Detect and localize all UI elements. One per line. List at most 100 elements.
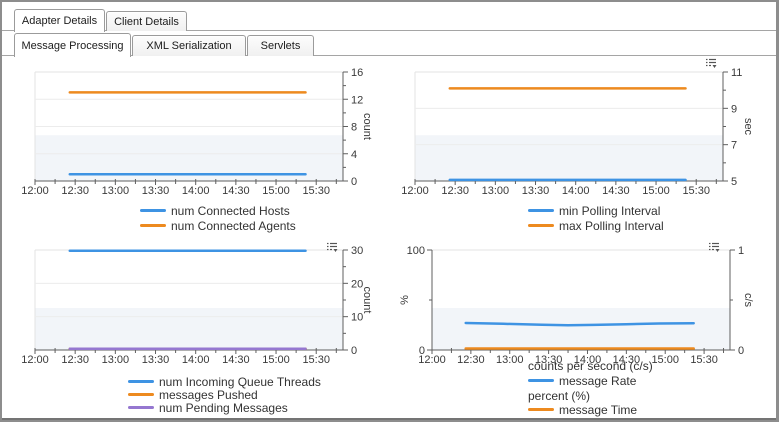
svg-text:30: 30 xyxy=(351,245,363,257)
legend-label: max Polling Interval xyxy=(559,218,664,233)
svg-text:10: 10 xyxy=(351,312,363,324)
svg-text:13:30: 13:30 xyxy=(142,185,170,197)
svg-text:0: 0 xyxy=(738,345,744,357)
svg-text:12:30: 12:30 xyxy=(61,354,89,366)
y-axis-title: % xyxy=(399,295,411,305)
legend-unit-header: percent (%) xyxy=(528,388,591,403)
y-axis-right: 0 4 8 12 16 count xyxy=(342,67,373,188)
svg-text:13:00: 13:00 xyxy=(102,354,130,366)
svg-text:12:30: 12:30 xyxy=(61,185,89,197)
tab-servlets[interactable]: Servlets xyxy=(247,35,314,56)
svg-text:12:00: 12:00 xyxy=(418,354,446,366)
legend-swatch xyxy=(128,380,154,383)
tab-adapter-details[interactable]: Adapter Details xyxy=(14,9,105,32)
x-axis: 12:00 12:30 13:00 13:30 14:00 14:30 15:00 15:30 xyxy=(401,179,723,197)
svg-text:13:30: 13:30 xyxy=(535,354,563,366)
svg-text:14:30: 14:30 xyxy=(222,185,250,197)
legend-swatch xyxy=(128,393,154,396)
svg-text:12:30: 12:30 xyxy=(441,185,469,197)
legend-item[interactable]: num Connected Agents xyxy=(140,218,296,233)
series-line-message-rate xyxy=(464,321,695,327)
x-axis: 12:00 12:30 13:00 13:30 14:00 14:30 15:00 15:30 xyxy=(21,179,343,197)
y-axis-left: 0 100% xyxy=(399,245,433,357)
y-axis-right: 0 10 20 30 count xyxy=(342,245,373,357)
legend-item[interactable]: min Polling Interval xyxy=(528,203,661,218)
legend-swatch xyxy=(528,224,554,227)
plot-band xyxy=(35,308,343,350)
legend-label: num Connected Agents xyxy=(171,218,296,233)
svg-text:14:00: 14:00 xyxy=(574,354,602,366)
svg-text:13:00: 13:00 xyxy=(496,354,524,366)
svg-text:7: 7 xyxy=(731,140,737,152)
svg-text:5: 5 xyxy=(731,176,737,188)
legend-item[interactable]: message Time xyxy=(528,402,638,417)
tab-label: Message Processing xyxy=(21,39,124,52)
chart-polling-interval: 12:00 12:30 13:00 13:30 14:00 14:30 15:00 15:30… xyxy=(401,58,754,197)
svg-text:12:00: 12:00 xyxy=(21,354,49,366)
svg-text:20: 20 xyxy=(351,278,363,290)
svg-text:13:00: 13:00 xyxy=(482,185,510,197)
legend-label: min Polling Interval xyxy=(559,203,661,218)
svg-text:16: 16 xyxy=(351,67,363,79)
svg-text:15:00: 15:00 xyxy=(651,354,679,366)
svg-text:11: 11 xyxy=(731,67,742,79)
tab-label: XML Serialization xyxy=(146,40,232,52)
svg-text:15:30: 15:30 xyxy=(682,185,710,197)
svg-text:8: 8 xyxy=(351,122,357,134)
svg-text:0: 0 xyxy=(419,345,425,357)
svg-text:15:00: 15:00 xyxy=(262,185,290,197)
svg-text:14:30: 14:30 xyxy=(613,354,641,366)
svg-text:1: 1 xyxy=(738,245,744,257)
svg-text:15:30: 15:30 xyxy=(302,354,330,366)
chart-menu-icon[interactable] xyxy=(706,58,717,69)
svg-text:9: 9 xyxy=(731,103,737,115)
tab-xml-serialization[interactable]: XML Serialization xyxy=(132,35,246,56)
y-axis-title: count xyxy=(361,113,373,140)
outer-tab-strip-line xyxy=(2,30,776,31)
chart-connected-hosts-agents: 12:00 12:30 13:00 13:30 14:00 14:30 15:00 15:30… xyxy=(21,67,373,197)
legend-label: num Incoming Queue Threads xyxy=(159,374,321,389)
y-axis-title: c/s xyxy=(742,293,754,308)
legend-label: message Time xyxy=(559,402,638,417)
svg-text:14:30: 14:30 xyxy=(222,354,250,366)
svg-text:15:30: 15:30 xyxy=(302,185,330,197)
chart-message-rate-time: 12:00 12:30 13:00 13:30 14:00 14:30 15:00 15:30… xyxy=(399,242,754,366)
legend-item[interactable]: num Incoming Queue Threads xyxy=(128,374,321,389)
legend-label: message Rate xyxy=(559,373,637,388)
legend-item[interactable]: message Rate xyxy=(528,373,637,388)
svg-text:14:00: 14:00 xyxy=(562,185,590,197)
svg-text:13:00: 13:00 xyxy=(102,185,130,197)
tab-label: Adapter Details xyxy=(21,15,98,27)
tab-label: Client Details xyxy=(114,15,179,28)
svg-text:12: 12 xyxy=(351,94,363,106)
svg-text:15:30: 15:30 xyxy=(690,354,718,366)
plot-band xyxy=(432,308,730,350)
legend-swatch xyxy=(528,379,554,382)
chart-menu-icon[interactable] xyxy=(709,242,720,253)
svg-text:0: 0 xyxy=(351,176,357,188)
svg-text:14:00: 14:00 xyxy=(182,185,210,197)
legend-item[interactable]: num Connected Hosts xyxy=(140,204,290,218)
legend-label: percent (%) xyxy=(528,388,591,403)
x-axis: 12:00 12:30 13:00 13:30 14:00 14:30 15:00 15:30 xyxy=(418,348,730,366)
legend-swatch xyxy=(528,209,554,212)
tab-label: Servlets xyxy=(260,40,301,52)
tab-client-details[interactable]: Client Details xyxy=(106,11,187,31)
svg-text:13:30: 13:30 xyxy=(142,354,170,366)
legend-swatch xyxy=(140,209,166,212)
svg-text:14:30: 14:30 xyxy=(602,185,630,197)
svg-text:15:00: 15:00 xyxy=(642,185,670,197)
chart-menu-icon[interactable] xyxy=(327,242,338,253)
tab-message-processing[interactable]: Message Processing xyxy=(14,33,131,57)
inner-tab-strip-line xyxy=(2,55,776,56)
legend-item[interactable]: messages Pushed xyxy=(128,387,258,402)
legend-label: messages Pushed xyxy=(159,387,258,402)
legend-item[interactable]: num Pending Messages xyxy=(128,401,288,415)
legend-swatch xyxy=(528,408,554,411)
y-axis-title: sec xyxy=(742,118,754,136)
svg-text:15:00: 15:00 xyxy=(262,354,290,366)
legend-item[interactable]: max Polling Interval xyxy=(528,218,664,233)
plot-band xyxy=(415,135,723,181)
